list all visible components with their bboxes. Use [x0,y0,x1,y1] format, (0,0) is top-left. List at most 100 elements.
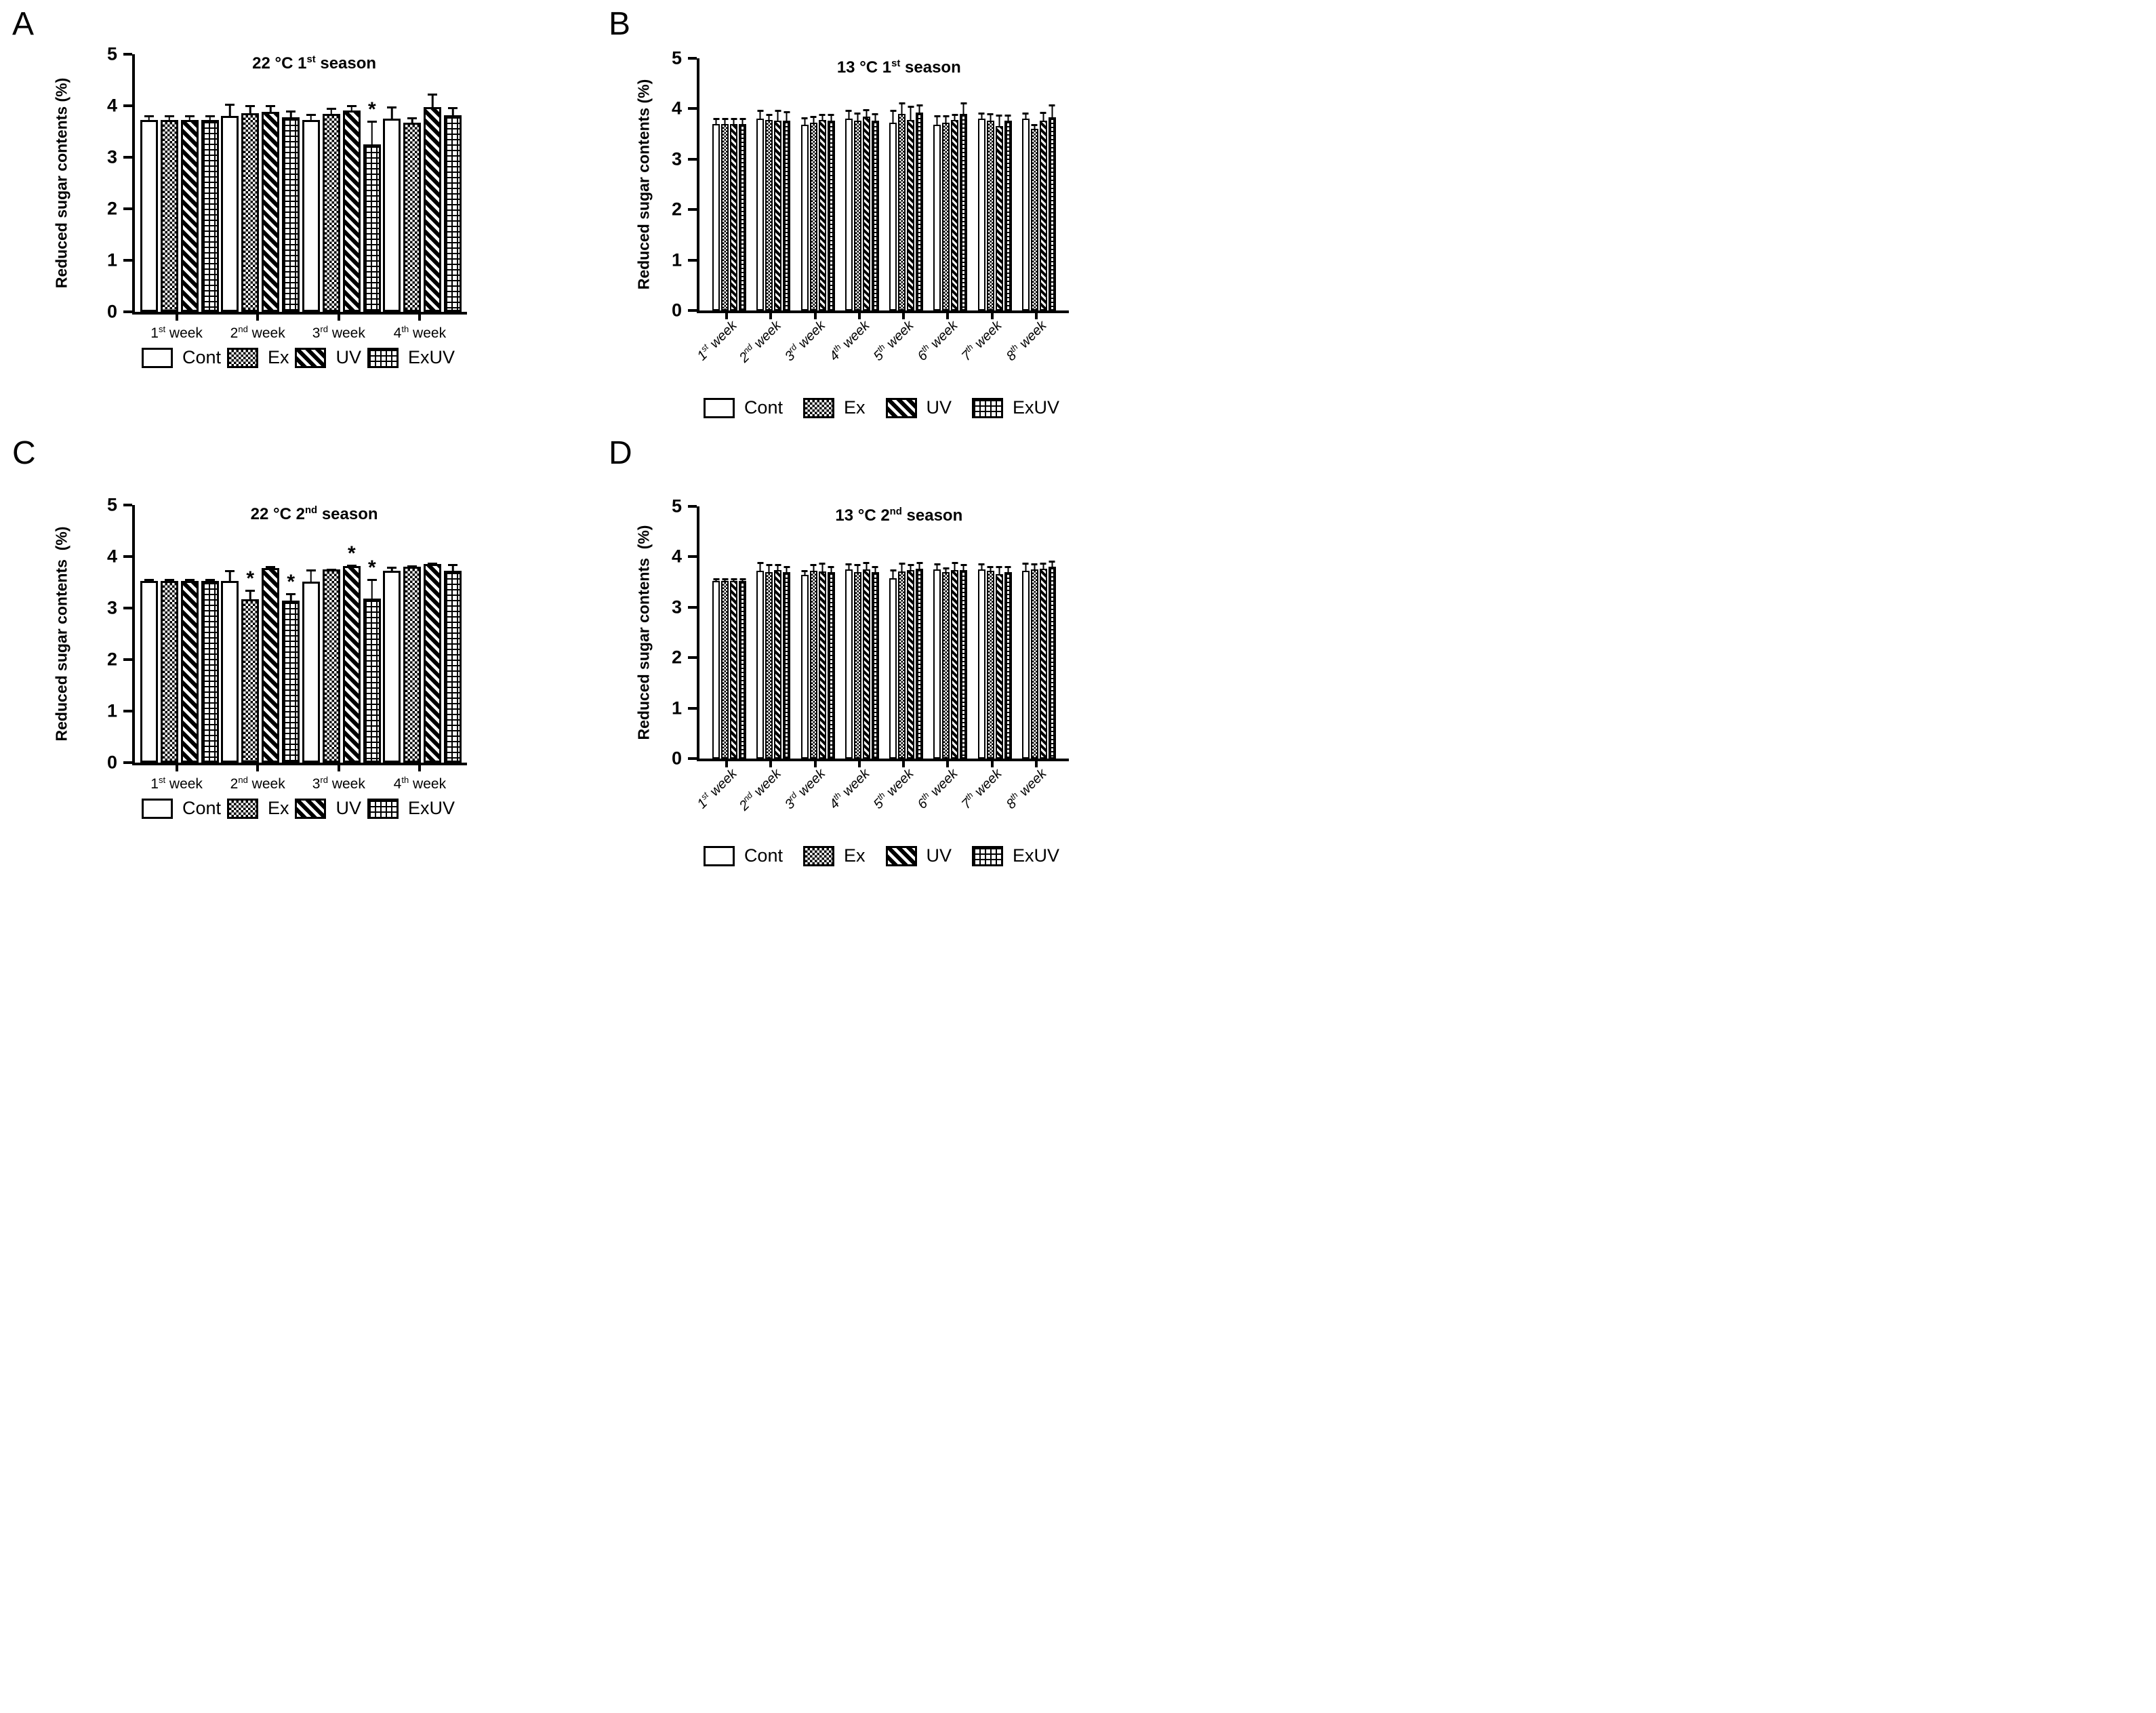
error-bar-cap [987,113,994,115]
error-bar [916,562,923,570]
legend: Cont Ex UV ExUV [132,347,464,368]
y-tick-mark [123,310,132,313]
error-bar-line [804,570,806,577]
bar-ex-week-4 [403,117,422,312]
error-bar [899,563,906,573]
bar-ex-week-8 [1030,124,1038,310]
x-tick-mark [857,759,861,767]
error-bar-cap [306,569,316,571]
legend-label: Ex [268,798,289,818]
bar-cont-week-8 [1021,113,1030,310]
x-axis-labels: 1st week 2nd week 3rd week 4th week [132,763,464,803]
x-tick-label: 4th week [826,765,873,813]
error-bar-cap [184,115,195,117]
error-bar-line [830,566,832,574]
error-bar [978,113,985,121]
error-bar-line [330,108,333,117]
ordinal-rest: week [327,325,365,341]
chart-C: Reduced sugar contents (%) 22 °C 2nd sea… [53,496,467,819]
bar-cont-week-6 [933,563,941,759]
x-tick-label: 3rd week [781,765,829,813]
error-bar-line [741,117,744,125]
error-bar-cap [326,108,336,110]
x-tick-label: 6th week [914,765,962,813]
week-group-4 [383,563,462,763]
week-group-3 [800,113,835,310]
error-bar-cap [819,563,826,565]
error-bar-line [848,563,850,571]
error-bar-line [990,113,992,123]
ordinal-prefix: 1 [150,325,159,341]
error-bar-line [391,106,393,121]
bar-cont-week-1 [140,115,158,312]
error-bar-line [269,105,272,115]
bar-cont-week-3 [302,569,320,763]
legend-item-uv: UV [295,347,361,368]
error-bar-line [310,569,312,584]
x-tick-label: 2nd week [230,775,285,792]
y-tick-mark [123,104,132,107]
error-bar-line [936,563,938,571]
bar-ex-week-4 [403,565,422,763]
x-label-cell: 1st week [694,759,744,840]
ordinal-prefix: 13 °C 2 [835,506,890,525]
x-tick-mark [337,763,340,771]
error-bar-cap [934,563,941,565]
y-tick-mark [688,605,697,609]
error-bar-line [1042,563,1044,571]
x-tick-label: 3rd week [781,317,829,365]
error-bar-cap [863,561,870,564]
x-axis-labels: 1st week 2nd week 3rd week 4th week 5th week… [694,310,1066,392]
legend-label: Ex [843,845,866,866]
bar-ex-week-6 [942,115,950,310]
error-bar-line [1025,563,1027,572]
error-bar [346,565,357,568]
bar-uv-week-1 [730,578,738,759]
significance-asterisk: * [287,570,296,593]
error-bar [286,592,296,603]
error-bar-cap [346,105,357,108]
error-bar [872,566,878,574]
x-label-cell: 5th week [871,310,920,392]
error-bar-line [910,106,912,121]
error-bar-cap [286,592,296,595]
error-bar-cap [978,563,985,565]
y-tick-mark [688,757,697,760]
ordinal-prefix: 22 °C 2 [250,505,305,523]
y-axis-label: Reduced sugar contents (%) [52,526,70,742]
error-bar [739,578,746,583]
ordinal-rest: week [969,766,1005,802]
error-bar-cap [890,110,897,113]
error-bar [775,563,781,571]
y-tick-mark [123,207,132,210]
error-bar-line [1007,565,1009,573]
error-bar [987,566,994,573]
ordinal-rest: week [1013,318,1049,354]
y-tick-mark [688,309,697,312]
error-bar-line [990,566,992,573]
bar-uv-week-7 [995,566,1003,759]
x-tick-mark [769,759,773,767]
bar-exuv-week-6 [960,102,968,310]
legend-label: Cont [744,845,783,866]
error-bar [960,102,967,115]
significance-asterisk: * [347,542,356,565]
error-bar [407,117,418,125]
ordinal-rest: week [247,776,285,792]
week-group-2: * * [221,566,300,763]
y-tick-mark [688,157,697,161]
error-bar-cap [346,565,357,567]
error-bar-line [1007,115,1009,123]
error-bar-cap [978,113,985,115]
panel-B: B Reduced sugar contents (%) 13 °C 1st s… [609,8,1069,418]
error-bar [1049,104,1055,119]
x-label-cell: 6th week [915,310,964,392]
error-bar [184,578,195,583]
error-bar-line [892,569,894,580]
error-bar-cap [164,115,174,117]
bar-ex-week-3 [809,564,817,759]
error-bar-cap [952,562,958,565]
y-tick-mark [123,710,132,712]
error-bar-line [848,110,850,121]
ordinal-prefix: 13 °C 1 [836,58,892,77]
